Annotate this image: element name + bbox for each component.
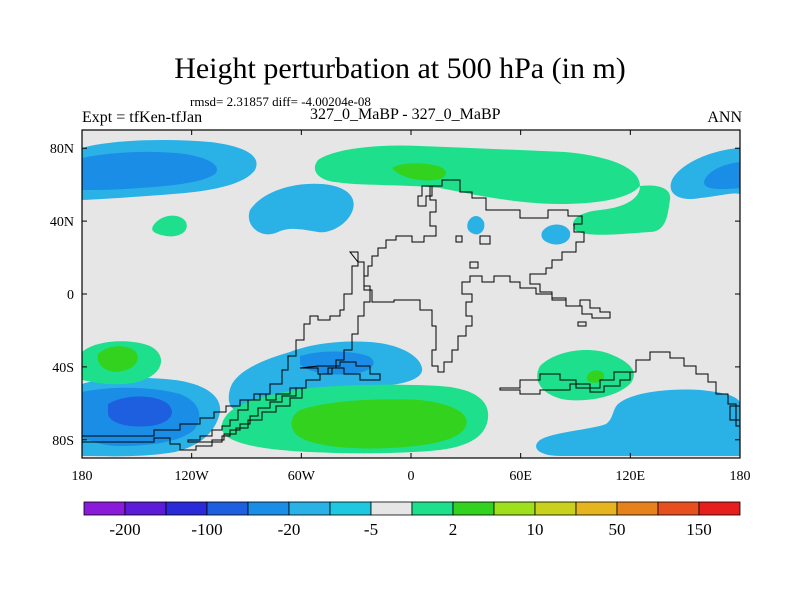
contour-small-positive-nw (152, 215, 187, 237)
x-tick-label: 180 (72, 469, 93, 484)
coastline-australia (499, 371, 631, 395)
colorbar-swatch (616, 501, 659, 516)
coastline-europe (187, 251, 371, 443)
season-label: ANN (707, 109, 742, 126)
coastline-antarctica (82, 387, 303, 451)
colorbar-label: -200 (109, 520, 140, 539)
y-tick-label: 40N (50, 215, 74, 230)
colorbar-swatch (288, 501, 331, 516)
colorbar-label: -5 (364, 520, 378, 539)
colorbar-swatch (247, 501, 290, 516)
colorbar-swatch (370, 501, 413, 516)
y-axis: 80N 40N 0 40S 80S (50, 142, 740, 449)
colorbar-swatch (124, 501, 167, 516)
colorbar-label: 10 (527, 520, 544, 539)
coastline-island-2 (469, 261, 479, 269)
colorbar-swatch (83, 501, 126, 516)
colorbar-swatch (534, 501, 577, 516)
coastline-southern-ocean-east (729, 405, 740, 421)
colorbar-swatch (165, 501, 208, 516)
colorbar-swatch (657, 501, 700, 516)
x-tick-label: 120W (175, 469, 210, 484)
contour-small-negative-caspian (467, 216, 485, 235)
contour-arctic-inner (392, 163, 447, 181)
colorbar-label: 50 (609, 520, 626, 539)
colorbar: -200 -100 -20 -5 2 10 50 150 (83, 501, 741, 539)
case-label: 327_0_MaBP - 327_0_MaBP (310, 106, 501, 123)
contour-north-pacific-inner (82, 151, 217, 190)
x-tick-label: 60W (288, 469, 316, 484)
colorbar-swatch (493, 501, 536, 516)
y-tick-label: 80N (50, 142, 74, 157)
coastline-eurasia-africa (363, 179, 611, 373)
x-tick-label: 180 (730, 469, 751, 484)
coastline-east-australia (630, 351, 740, 427)
coastline-island-1 (455, 235, 463, 243)
colorbar-swatch (206, 501, 249, 516)
contour-sw-positive-inner (97, 346, 138, 372)
contour-north-atlantic (248, 183, 354, 235)
colorbar-swatch (452, 501, 495, 516)
coastline-south-america (299, 361, 381, 381)
contour-small-negative-china (541, 224, 571, 245)
colorbar-swatch (575, 501, 618, 516)
x-axis: 180 120W 60W 0 60E 120E 180 (72, 130, 751, 484)
colorbar-label: 2 (449, 520, 458, 539)
contour-south-indian-outer (537, 350, 634, 401)
colorbar-swatch (698, 501, 741, 516)
contour-southern-ocean-negative (536, 389, 740, 456)
colorbar-swatch (411, 501, 454, 516)
coastline-island-4 (479, 235, 491, 245)
contour-south-pacific-inner (108, 396, 172, 427)
coastlines (82, 179, 740, 451)
y-tick-label: 40S (52, 361, 74, 376)
experiment-label: Expt = tfKen-tfJan (82, 109, 203, 126)
chart-subtitle: rmsd= 2.31857 diff= -4.00204e-08 (190, 94, 371, 109)
contour-south-atlantic-negative (228, 341, 423, 411)
colorbar-label: 150 (686, 520, 712, 539)
colorbar-label: -100 (191, 520, 222, 539)
coastline-north-atlantic-island (417, 185, 433, 207)
y-tick-label: 80S (52, 434, 74, 449)
chart-title: Height perturbation at 500 hPa (in m) (174, 52, 626, 85)
colorbar-swatch (329, 501, 372, 516)
contour-ne-pacific-inner (704, 162, 740, 190)
coastline-island-3 (577, 321, 587, 327)
colorbar-label: -20 (278, 520, 301, 539)
contour-south-atlantic-positive-inner (291, 399, 467, 449)
x-tick-label: 0 (408, 469, 415, 484)
y-tick-label: 0 (67, 288, 74, 303)
x-tick-label: 60E (509, 469, 532, 484)
x-tick-label: 120E (616, 469, 646, 484)
